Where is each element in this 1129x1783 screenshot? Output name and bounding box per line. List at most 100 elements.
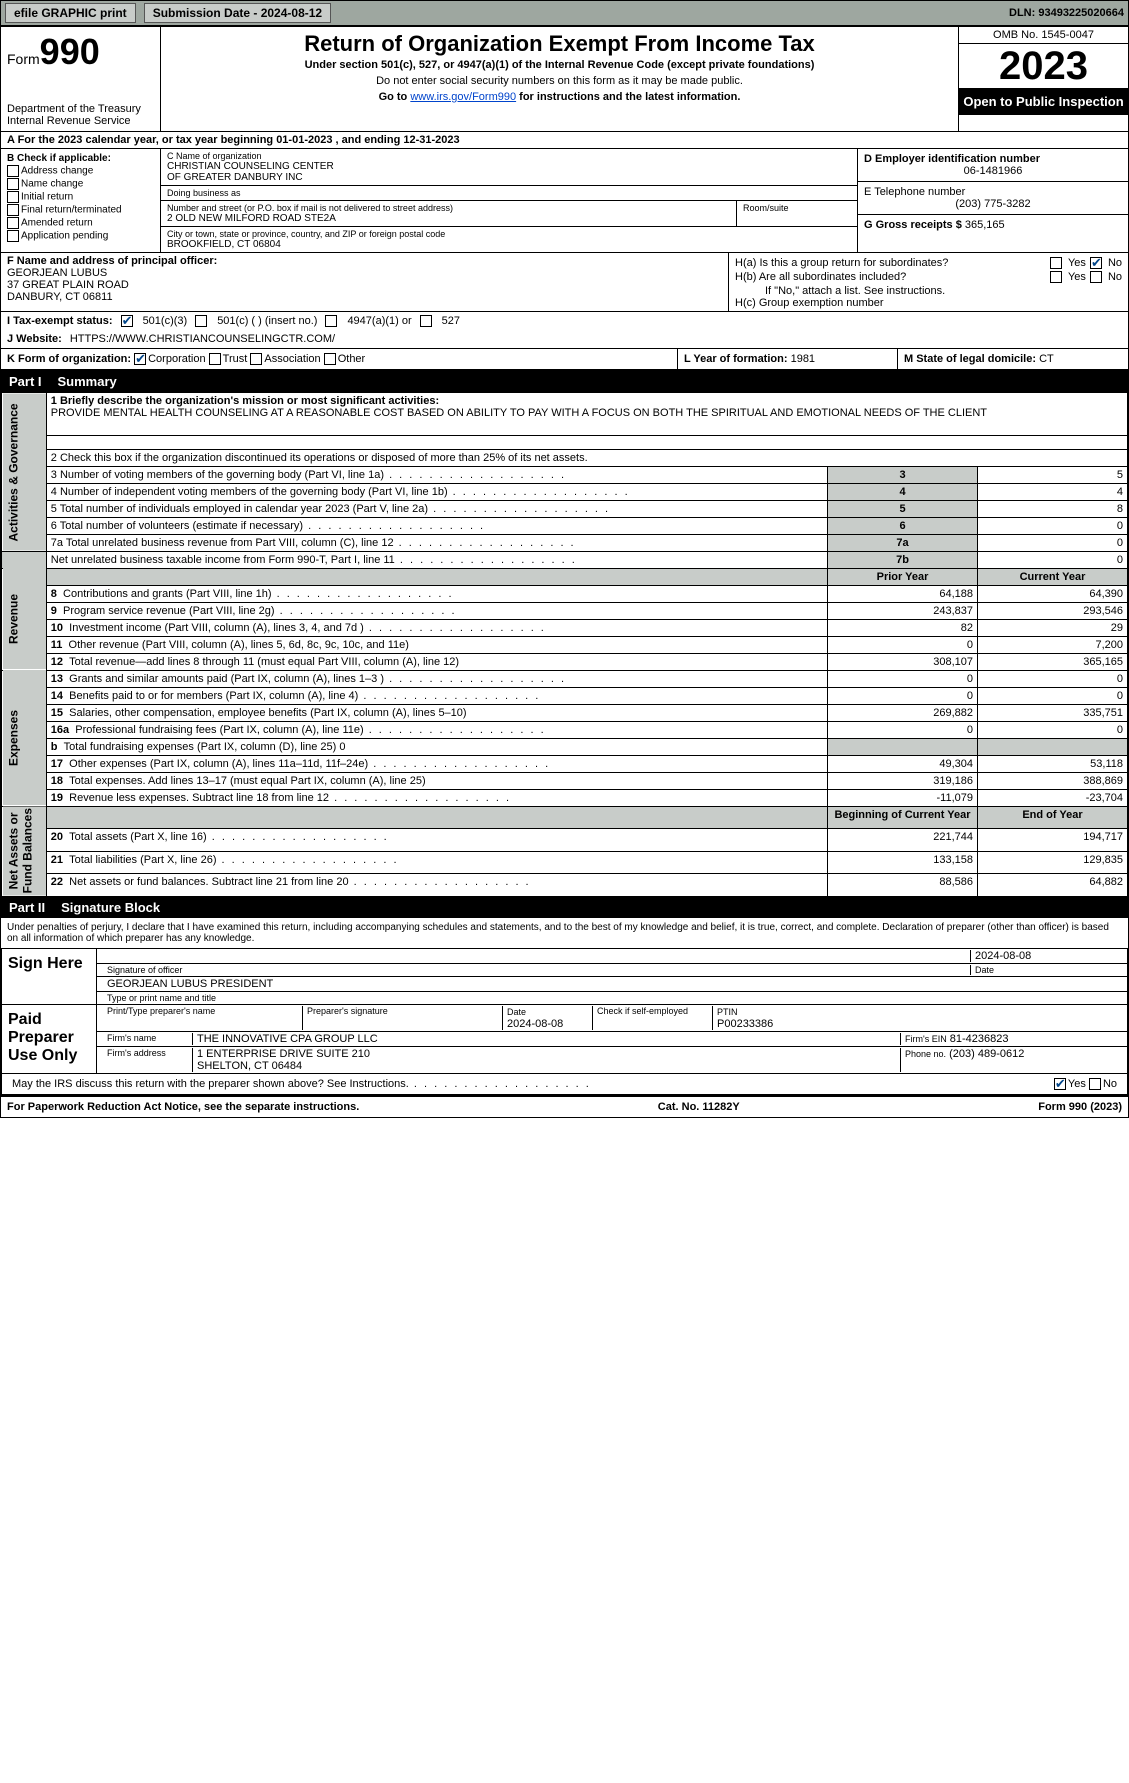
discuss-yes-checkbox[interactable]: [1054, 1078, 1066, 1090]
assoc-checkbox[interactable]: [250, 353, 262, 365]
ein-label: D Employer identification number: [864, 153, 1040, 165]
tax-year: 2023: [959, 44, 1128, 88]
val-5: 8: [978, 500, 1128, 517]
check-address-change[interactable]: Address change: [7, 165, 154, 177]
domicile: CT: [1039, 353, 1054, 365]
mission-text: PROVIDE MENTAL HEALTH COUNSELING AT A RE…: [51, 407, 987, 419]
net-row: 21 Total liabilities (Part X, line 26)13…: [2, 851, 1128, 874]
501c-checkbox[interactable]: [195, 315, 207, 327]
firm-phone: (203) 489-0612: [949, 1048, 1024, 1060]
mission-q: 1 Briefly describe the organization's mi…: [51, 395, 439, 407]
gross-label: G Gross receipts $: [864, 219, 962, 231]
part-2-title: Signature Block: [61, 900, 160, 915]
527-checkbox[interactable]: [420, 315, 432, 327]
officer-name-title: GEORJEAN LUBUS PRESIDENT: [103, 978, 1121, 990]
part-1-title: Summary: [58, 374, 117, 389]
section-b-label: B Check if applicable:: [7, 153, 111, 164]
hb-no-checkbox[interactable]: [1090, 271, 1102, 283]
prior-year-hdr: Prior Year: [828, 568, 978, 585]
submission-date-label: Submission Date - 2024-08-12: [144, 3, 331, 23]
penalty-statement: Under penalties of perjury, I declare th…: [1, 918, 1128, 948]
ptin: P00233386: [717, 1018, 773, 1030]
public-inspection: Open to Public Inspection: [959, 88, 1128, 115]
net-row: 20 Total assets (Part X, line 16)221,744…: [2, 829, 1128, 852]
section-b: B Check if applicable: Address change Na…: [1, 149, 161, 252]
org-name: CHRISTIAN COUNSELING CENTER OF GREATER D…: [167, 161, 851, 183]
efile-print-button[interactable]: efile GRAPHIC print: [5, 3, 136, 23]
line-3: 3 Number of voting members of the govern…: [46, 466, 827, 483]
vtab-revenue: Revenue: [2, 568, 47, 670]
row-i-label: I Tax-exempt status:: [7, 315, 113, 327]
hb-label: H(b) Are all subordinates included?: [735, 271, 1046, 283]
row-k: K Form of organization: Corporation Trus…: [1, 349, 1128, 371]
check-name-change[interactable]: Name change: [7, 178, 154, 190]
row-a-tax-year: A For the 2023 calendar year, or tax yea…: [1, 132, 1128, 149]
exp-row: 16a Professional fundraising fees (Part …: [2, 721, 1128, 738]
rev-row: 11 Other revenue (Part VIII, column (A),…: [2, 636, 1128, 653]
row-k-label: K Form of organization:: [7, 353, 131, 365]
discuss-no-checkbox[interactable]: [1089, 1078, 1101, 1090]
4947-checkbox[interactable]: [325, 315, 337, 327]
exp-row: 14 Benefits paid to or for members (Part…: [2, 687, 1128, 704]
other-checkbox[interactable]: [324, 353, 336, 365]
trust-checkbox[interactable]: [209, 353, 221, 365]
sign-here-label: Sign Here: [2, 949, 97, 1004]
part-1-header: Part I Summary: [1, 371, 1128, 392]
website-url: HTTPS://WWW.CHRISTIANCOUNSELINGCTR.COM/: [70, 333, 335, 345]
phone-label: E Telephone number: [864, 186, 1122, 198]
501c3-checkbox[interactable]: [121, 315, 133, 327]
ha-no-checkbox[interactable]: [1090, 257, 1102, 269]
line-2: 2 Check this box if the organization dis…: [46, 449, 1127, 466]
discuss-question: May the IRS discuss this return with the…: [12, 1078, 591, 1090]
hb-yes-checkbox[interactable]: [1050, 271, 1062, 283]
begin-year-hdr: Beginning of Current Year: [828, 806, 978, 829]
hc-label: H(c) Group exemption number: [735, 297, 1122, 309]
vtab-governance: Activities & Governance: [2, 393, 47, 552]
cat-no: Cat. No. 11282Y: [658, 1101, 740, 1113]
net-row: 22 Net assets or fund balances. Subtract…: [2, 874, 1128, 897]
sign-date: 2024-08-08: [971, 950, 1121, 962]
current-year-hdr: Current Year: [978, 568, 1128, 585]
form-title: Return of Organization Exempt From Incom…: [169, 31, 950, 57]
sig-officer-label: Signature of officer: [103, 965, 971, 975]
rev-row: 9 Program service revenue (Part VIII, li…: [2, 602, 1128, 619]
check-pending[interactable]: Application pending: [7, 230, 154, 242]
check-initial-return[interactable]: Initial return: [7, 191, 154, 203]
top-toolbar: efile GRAPHIC print Submission Date - 20…: [0, 0, 1129, 26]
ssn-warning: Do not enter social security numbers on …: [169, 75, 950, 87]
row-i: I Tax-exempt status: 501(c)(3) 501(c) ( …: [1, 312, 1128, 330]
room-suite-label: Room/suite: [737, 201, 857, 226]
line-6: 6 Total number of volunteers (estimate i…: [46, 517, 827, 534]
line-7a: 7a Total unrelated business revenue from…: [46, 534, 827, 551]
irs-link[interactable]: www.irs.gov/Form990: [410, 91, 516, 103]
exp-row: 19 Revenue less expenses. Subtract line …: [2, 789, 1128, 806]
ha-yes-checkbox[interactable]: [1050, 257, 1062, 269]
corp-checkbox[interactable]: [134, 353, 146, 365]
line-4: 4 Number of independent voting members o…: [46, 483, 827, 500]
rev-row: 8 Contributions and grants (Part VIII, l…: [2, 585, 1128, 602]
check-final-return[interactable]: Final return/terminated: [7, 204, 154, 216]
line-5: 5 Total number of individuals employed i…: [46, 500, 827, 517]
row-j: J Website: HTTPS://WWW.CHRISTIANCOUNSELI…: [1, 330, 1128, 349]
line-7b: Net unrelated business taxable income fr…: [46, 551, 827, 568]
row-j-label: J Website:: [7, 333, 62, 345]
section-bcd: B Check if applicable: Address change Na…: [1, 149, 1128, 253]
vtab-netassets: Net Assets or Fund Balances: [2, 806, 47, 896]
city-label: City or town, state or province, country…: [167, 229, 851, 239]
year-formation: 1981: [791, 353, 815, 365]
firm-ein: 81-4236823: [950, 1033, 1009, 1045]
self-employed-check[interactable]: Check if self-employed: [597, 1006, 688, 1016]
check-amended[interactable]: Amended return: [7, 217, 154, 229]
officer-addr1: 37 GREAT PLAIN ROAD: [7, 279, 129, 291]
firm-addr2: SHELTON, CT 06484: [197, 1060, 302, 1072]
form-subtitle: Under section 501(c), 527, or 4947(a)(1)…: [169, 59, 950, 71]
section-f-label: F Name and address of principal officer:: [7, 255, 217, 267]
vtab-expenses: Expenses: [2, 670, 47, 806]
preparer-name-hdr: Print/Type preparer's name: [103, 1006, 303, 1030]
part-2-num: Part II: [9, 900, 45, 915]
val-6: 0: [978, 517, 1128, 534]
goto-pre: Go to: [379, 91, 411, 103]
domicile-label: M State of legal domicile:: [904, 353, 1036, 365]
val-3: 5: [978, 466, 1128, 483]
exp-row: 18 Total expenses. Add lines 13–17 (must…: [2, 772, 1128, 789]
